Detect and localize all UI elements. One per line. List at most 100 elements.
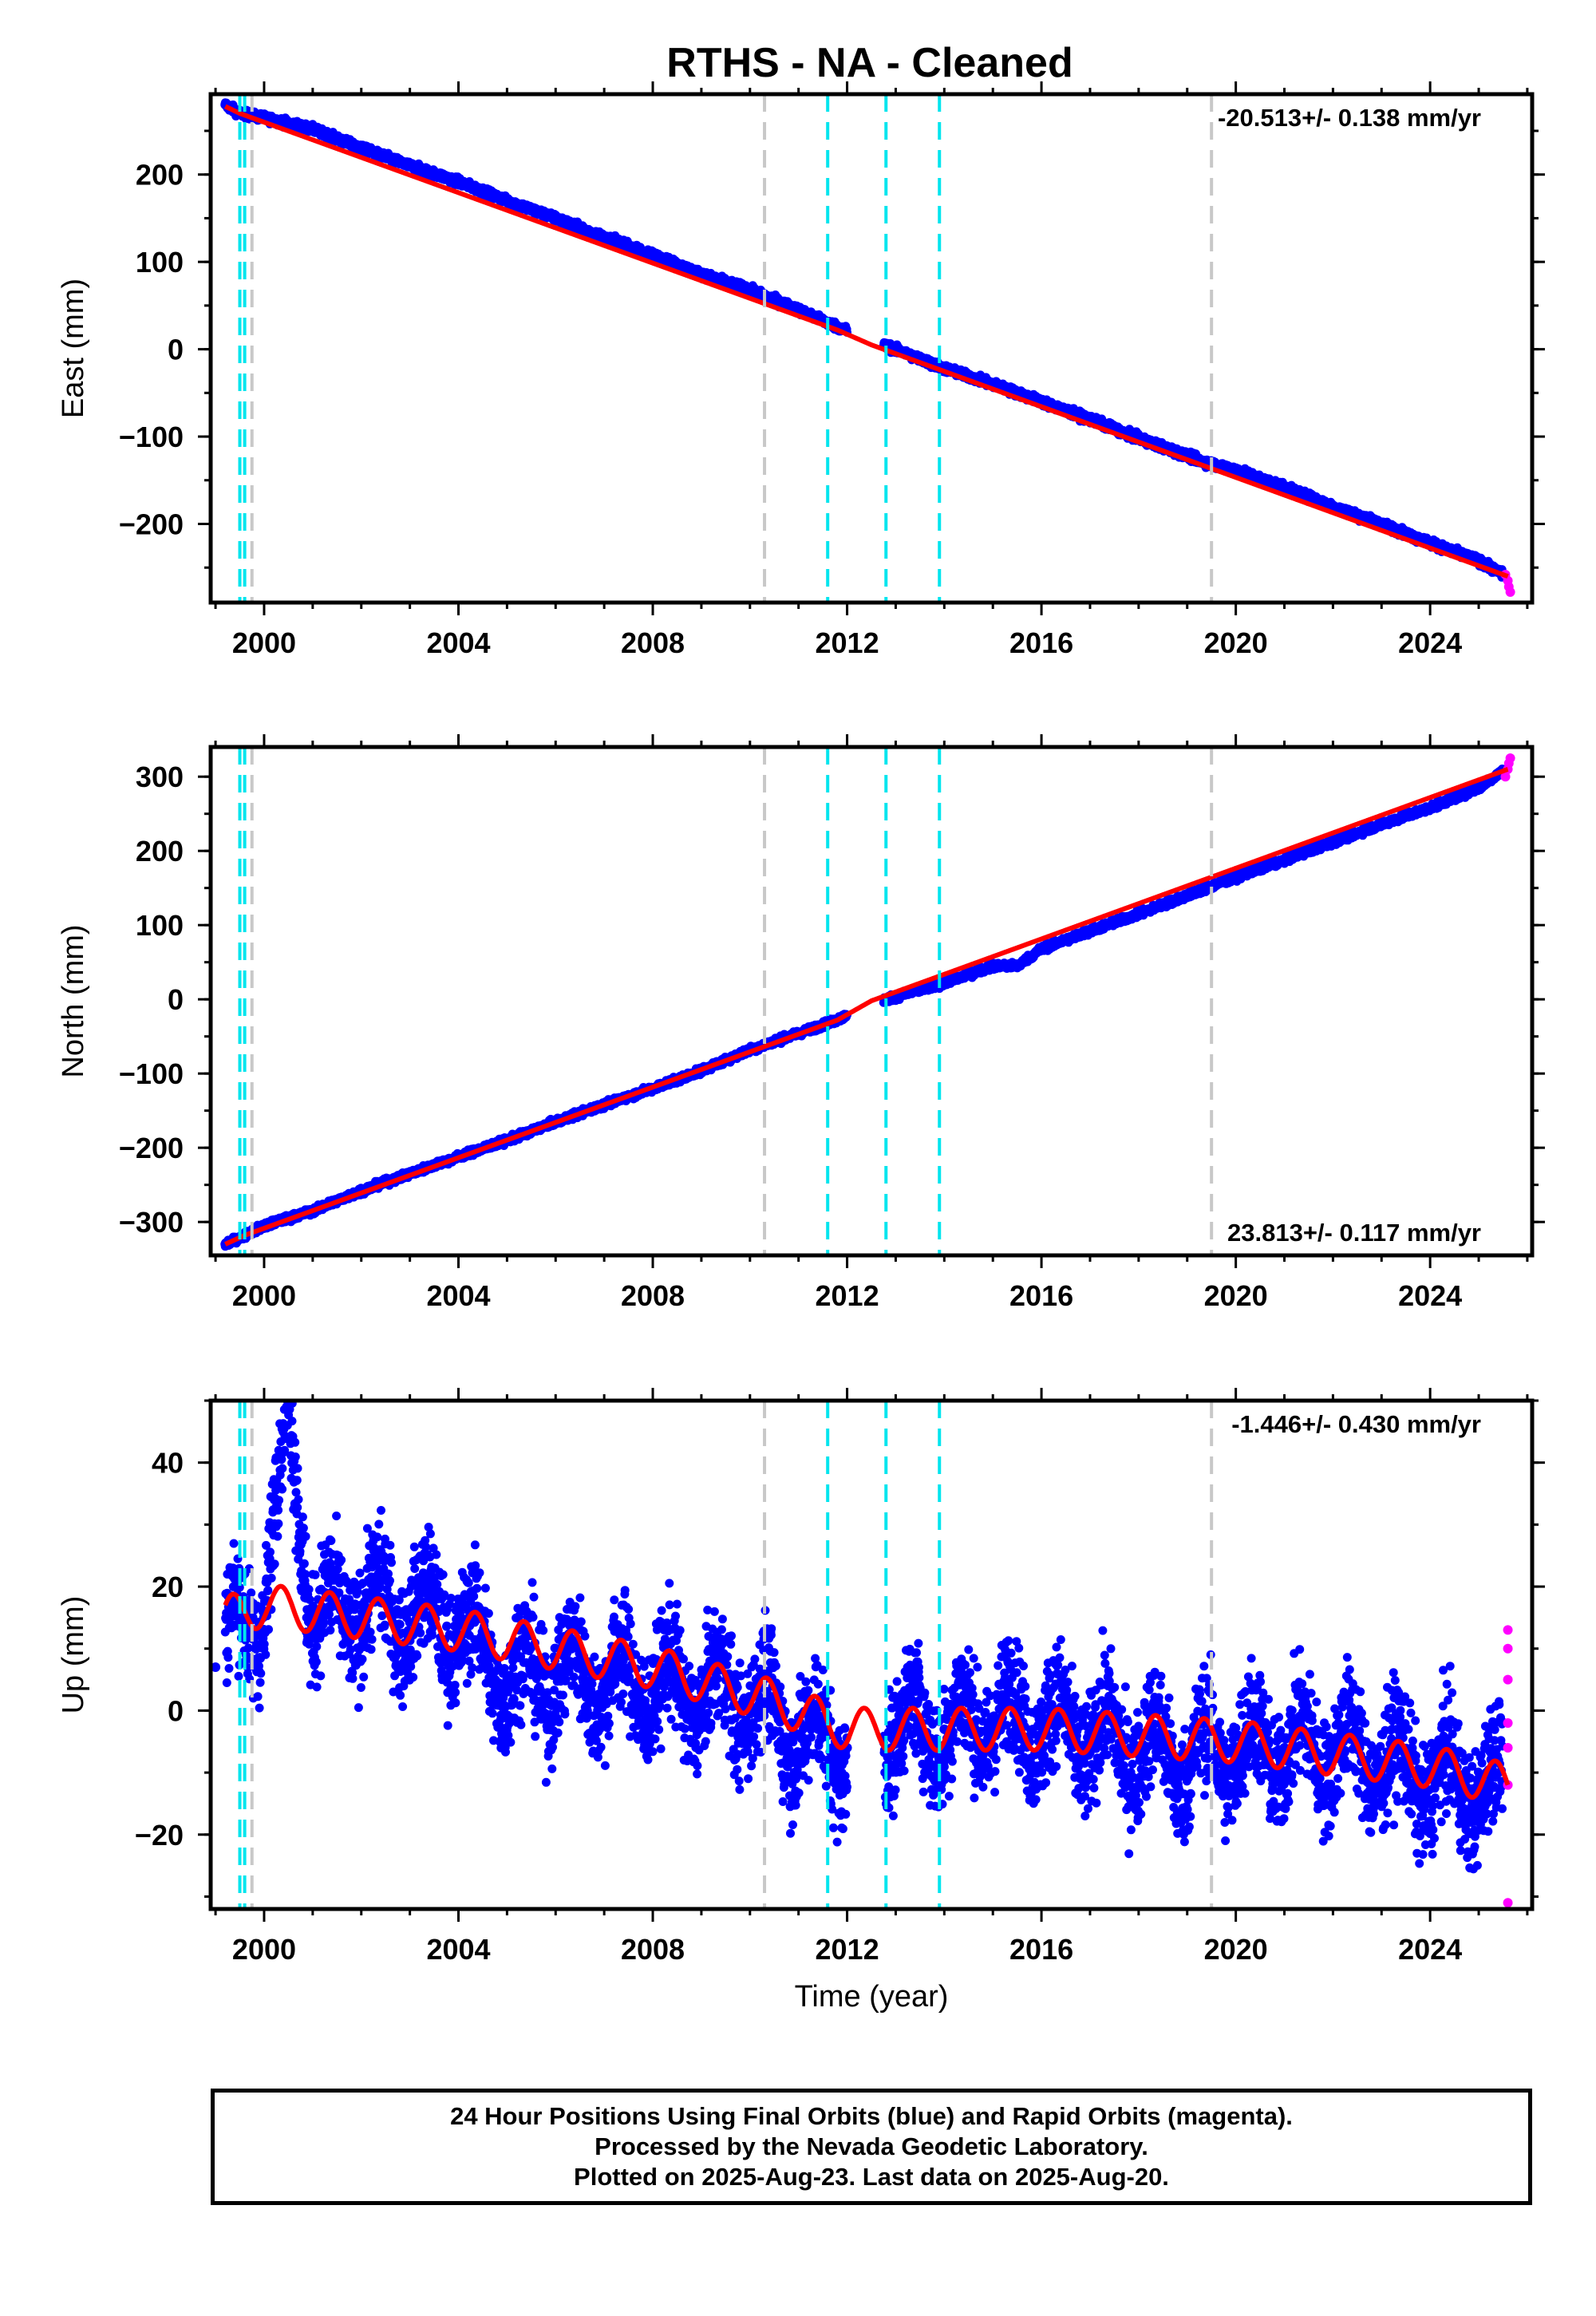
plot-area: [220, 747, 1515, 1255]
rapid-orbit-point: [1503, 1625, 1513, 1635]
final-orbit-point: [1133, 909, 1144, 919]
rapid-orbit-point: [1503, 1898, 1513, 1908]
y-tick-label: 0: [168, 334, 184, 366]
final-orbit-point: [1377, 519, 1387, 529]
model-fit-line: [223, 104, 1510, 579]
panel-east: 2000 2004 2008 2012 2016 2020 2024 −200 −100 0 100…: [57, 81, 1545, 659]
x-tick-label: 2000: [232, 1279, 296, 1312]
x-tick-label: 2020: [1204, 1933, 1268, 1966]
y-tick-label: 300: [136, 761, 184, 793]
plot-frame: [208, 1398, 1535, 1911]
panel-north: 2000 2004 2008 2012 2016 2020 2024−300−200−100…: [57, 734, 1545, 1312]
final-orbit-point: [453, 1618, 464, 1629]
final-orbit-point: [1182, 890, 1192, 900]
plot-frame: [208, 745, 1535, 1258]
final-orbit-point: [502, 1674, 512, 1685]
final-orbit-point: [1037, 943, 1047, 954]
plot-area: [211, 1401, 1513, 1909]
rapid-orbit-point: [1503, 1643, 1513, 1654]
x-tick-label: 2012: [816, 1933, 879, 1966]
x-tick-label: 2008: [621, 1279, 685, 1312]
x-tick-label: 2008: [621, 1933, 685, 1966]
x-tick-label: 2016: [1009, 1279, 1073, 1312]
y-tick-label: 200: [136, 835, 184, 868]
y-axis-label: East (mm): [57, 279, 90, 418]
final-orbit-point: [551, 1668, 561, 1678]
final-orbit-point: [988, 961, 998, 971]
final-orbit-point: [793, 1730, 804, 1741]
x-tick-label: 2024: [1398, 1279, 1462, 1312]
final-orbit-point: [648, 250, 658, 260]
final-orbit-point: [551, 213, 561, 223]
y-tick-label: −200: [119, 1132, 184, 1164]
x-tick-label: 2004: [426, 1279, 490, 1312]
x-tick-label: 2008: [621, 626, 685, 659]
final-orbit-point: [1012, 961, 1022, 971]
y-tick-label: 40: [152, 1447, 184, 1480]
final-orbit-point: [405, 1607, 415, 1617]
x-tick-label: 2016: [1009, 626, 1073, 659]
rapid-orbit-point: [1500, 772, 1511, 782]
y-axis-label: Up (mm): [57, 1596, 90, 1714]
y-axis-label: North (mm): [57, 924, 90, 1077]
final-orbit-point: [939, 978, 950, 988]
final-orbit-point: [891, 1717, 901, 1728]
final-orbit-point: [1328, 1743, 1338, 1753]
x-tick-label: 2024: [1398, 1933, 1462, 1966]
final-orbit-point: [1231, 464, 1241, 475]
panel-up: 2000 2004 2008 2012 2016 2020 2024 −20 0 20 40 Up (…: [57, 1388, 1545, 1966]
final-orbit-point: [1328, 501, 1338, 512]
final-orbit-point: [1328, 837, 1338, 848]
y-tick-label: −100: [119, 1057, 184, 1090]
final-orbit-point: [235, 1612, 245, 1622]
final-orbit-point: [1037, 1717, 1047, 1728]
final-orbit-point: [211, 1662, 221, 1673]
x-tick-label: 2004: [426, 1933, 490, 1966]
rapid-orbit-point: [1503, 1717, 1513, 1728]
figure-title: RTHS - NA - Cleaned: [666, 40, 1073, 86]
x-tick-label: 2012: [816, 1279, 879, 1312]
info-line-processor: Processed by the Nevada Geodetic Laborat…: [595, 2132, 1148, 2160]
model-fit-line: [223, 767, 1510, 1247]
processing-info-box: 24 Hour Positions Using Final Orbits (bl…: [211, 2089, 1532, 2205]
final-orbit-point: [696, 269, 706, 279]
x-axis-label: Time (year): [795, 1980, 949, 2014]
final-orbit-points: [220, 1401, 1507, 1874]
final-orbit-point: [599, 232, 610, 243]
y-tick-label: 20: [152, 1571, 184, 1603]
final-orbit-point: [1474, 783, 1484, 793]
plot-area: [220, 94, 1515, 603]
final-orbit-point: [1425, 803, 1436, 813]
x-tick-label: 2024: [1398, 626, 1462, 659]
final-orbit-point: [405, 160, 415, 171]
velocity-label: 23.813+/- 0.117 mm/yr: [1227, 1219, 1481, 1247]
rapid-orbit-point: [1505, 587, 1515, 597]
rapid-orbit-point: [1503, 1743, 1513, 1753]
y-tick-label: −200: [119, 508, 184, 540]
y-tick-label: 100: [136, 909, 184, 942]
x-tick-label: 2000: [232, 626, 296, 659]
x-tick-label: 2020: [1204, 626, 1268, 659]
final-orbit-point: [745, 285, 755, 295]
model-fit-line: [223, 1583, 1511, 1800]
y-tick-label: 0: [168, 1694, 184, 1727]
final-orbit-point: [793, 305, 804, 315]
velocity-label: -20.513+/- 0.138 mm/yr: [1218, 104, 1481, 132]
final-orbit-point: [356, 1600, 366, 1611]
y-tick-label: 100: [136, 246, 184, 279]
final-orbit-point: [1231, 871, 1241, 882]
velocity-label: -1.446+/- 0.430 mm/yr: [1231, 1410, 1481, 1438]
info-line-orbits: 24 Hour Positions Using Final Orbits (bl…: [450, 2102, 1293, 2130]
final-orbit-point: [1279, 482, 1290, 492]
final-orbit-point: [502, 196, 512, 206]
final-orbit-point: [283, 1401, 294, 1412]
info-line-dates: Plotted on 2025-Aug-23. Last data on 202…: [574, 2163, 1169, 2191]
rapid-orbit-point: [1503, 1674, 1513, 1685]
final-orbit-point: [1084, 926, 1095, 936]
x-tick-label: 2004: [426, 626, 490, 659]
x-tick-label: 2000: [232, 1933, 296, 1966]
x-tick-label: 2020: [1204, 1279, 1268, 1312]
y-tick-label: −100: [119, 421, 184, 453]
y-tick-label: 200: [136, 159, 184, 192]
